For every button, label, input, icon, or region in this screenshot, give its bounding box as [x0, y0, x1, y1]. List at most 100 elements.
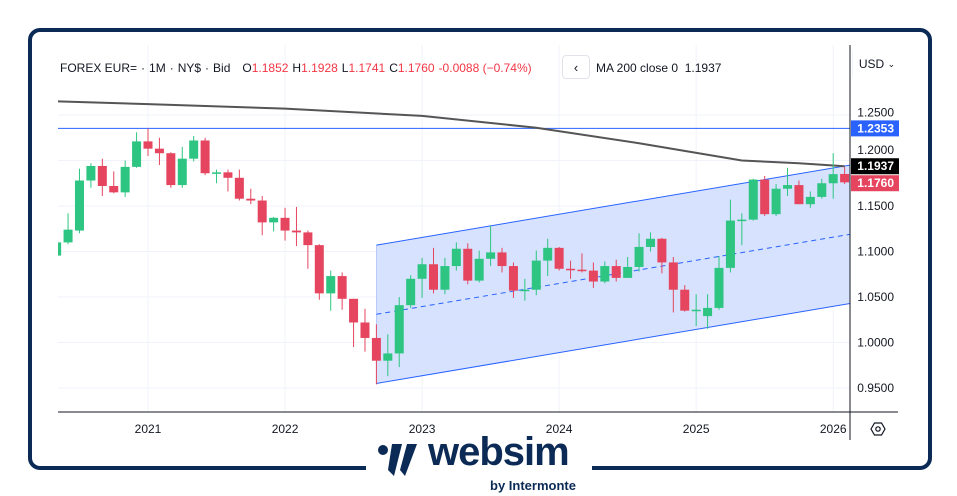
candle-body — [680, 289, 690, 311]
candle — [760, 175, 770, 217]
candle — [486, 226, 496, 267]
chevron-down-icon: ⌄ — [887, 58, 896, 69]
candle — [234, 169, 244, 201]
candle-body — [588, 270, 598, 282]
close-label: C — [389, 61, 398, 75]
candle-body — [143, 141, 153, 149]
candle — [554, 246, 564, 271]
price-badge-level: 1.2353 — [851, 120, 899, 137]
low-value: 1.1741 — [348, 61, 386, 75]
candle — [600, 261, 610, 284]
candle-body — [109, 185, 119, 193]
candle-body — [58, 242, 62, 256]
candle-body — [840, 173, 850, 183]
candle — [383, 334, 393, 377]
candle — [120, 160, 130, 197]
candle-body — [291, 230, 301, 233]
candle-body — [497, 252, 507, 267]
logo-subtitle: by Intermonte — [490, 478, 576, 493]
candle-body — [154, 148, 164, 154]
candle — [406, 275, 416, 308]
candle — [326, 270, 336, 311]
symbol-name[interactable]: FOREX EUR= — [60, 61, 138, 75]
candle — [634, 233, 644, 272]
candle-body — [611, 266, 621, 278]
low-label: L — [341, 61, 349, 75]
candle — [714, 256, 724, 310]
collapse-legend-button[interactable]: ‹ — [562, 55, 590, 79]
price-tick-label: 1.1000 — [857, 245, 894, 259]
candle — [132, 132, 142, 168]
candle-body — [189, 140, 199, 159]
candle — [97, 158, 107, 196]
candle-body — [554, 247, 564, 269]
candle-body — [634, 246, 644, 267]
candle-body — [566, 268, 576, 271]
ma-legend[interactable]: MA 200 close 0 1.1937 — [596, 61, 721, 75]
candle — [566, 260, 576, 279]
candle — [611, 259, 621, 282]
candle — [257, 195, 267, 236]
candle-body — [74, 180, 84, 231]
logo-mark-icon — [378, 444, 417, 476]
candle-body — [463, 248, 473, 281]
candle-body — [383, 353, 393, 361]
chart-legend: FOREX EUR= · 1M · NY$ · Bid O 1.1852 H 1.1928… — [60, 61, 536, 75]
candle-body — [817, 183, 827, 197]
candle-body — [748, 179, 758, 220]
candle-body — [177, 158, 187, 186]
candle — [543, 238, 553, 277]
candle-body — [645, 238, 655, 247]
candle-body — [234, 177, 244, 199]
badge-background — [851, 175, 899, 192]
candle — [291, 206, 301, 247]
candle-body — [246, 198, 256, 201]
candle-body — [440, 266, 450, 290]
price-tick-label: 1.0000 — [857, 336, 894, 350]
price-badges: 1.2353 1.1937 1.1760 — [851, 120, 899, 192]
settings-icon[interactable] — [870, 422, 886, 436]
candle-body — [783, 185, 793, 189]
candle-body — [543, 247, 553, 261]
candle — [154, 137, 164, 166]
time-tick-label: 2026 — [820, 422, 847, 436]
ma-value: 1.1937 — [684, 61, 722, 75]
candle-body — [86, 165, 96, 181]
logo-wordmark: websim — [428, 430, 570, 474]
separator: · — [141, 61, 146, 75]
candle-body — [486, 252, 496, 259]
price-badge-close: 1.1760 — [851, 175, 899, 192]
candle-body — [303, 232, 313, 246]
candle — [668, 256, 678, 313]
candle — [371, 324, 381, 385]
high-value: 1.1928 — [301, 61, 338, 75]
candle — [737, 213, 747, 246]
candle — [86, 163, 96, 188]
candle-body — [132, 141, 142, 167]
currency-selector[interactable]: USD ⌄ — [852, 52, 901, 76]
candle-body — [531, 260, 541, 290]
candle — [680, 285, 690, 312]
candle — [74, 168, 84, 234]
badge-label: 1.1937 — [857, 159, 894, 173]
candle — [246, 188, 256, 205]
candle — [783, 167, 793, 196]
time-tick-label: 2022 — [272, 422, 299, 436]
candle — [657, 237, 667, 274]
candle-body — [691, 309, 701, 312]
candle-body — [623, 266, 633, 278]
interval[interactable]: 1M — [149, 61, 166, 75]
candle-body — [371, 337, 381, 361]
candle-body — [828, 174, 838, 184]
candle — [394, 297, 404, 368]
candle — [463, 243, 473, 285]
ma-label: MA 200 close 0 — [596, 61, 679, 75]
badge-background — [851, 120, 899, 137]
candle — [337, 272, 347, 310]
plot-area — [58, 100, 850, 385]
price-tick-label: 1.2500 — [857, 105, 894, 119]
time-tick-label: 2021 — [135, 422, 162, 436]
candle-body — [657, 238, 667, 263]
candle — [623, 256, 633, 278]
